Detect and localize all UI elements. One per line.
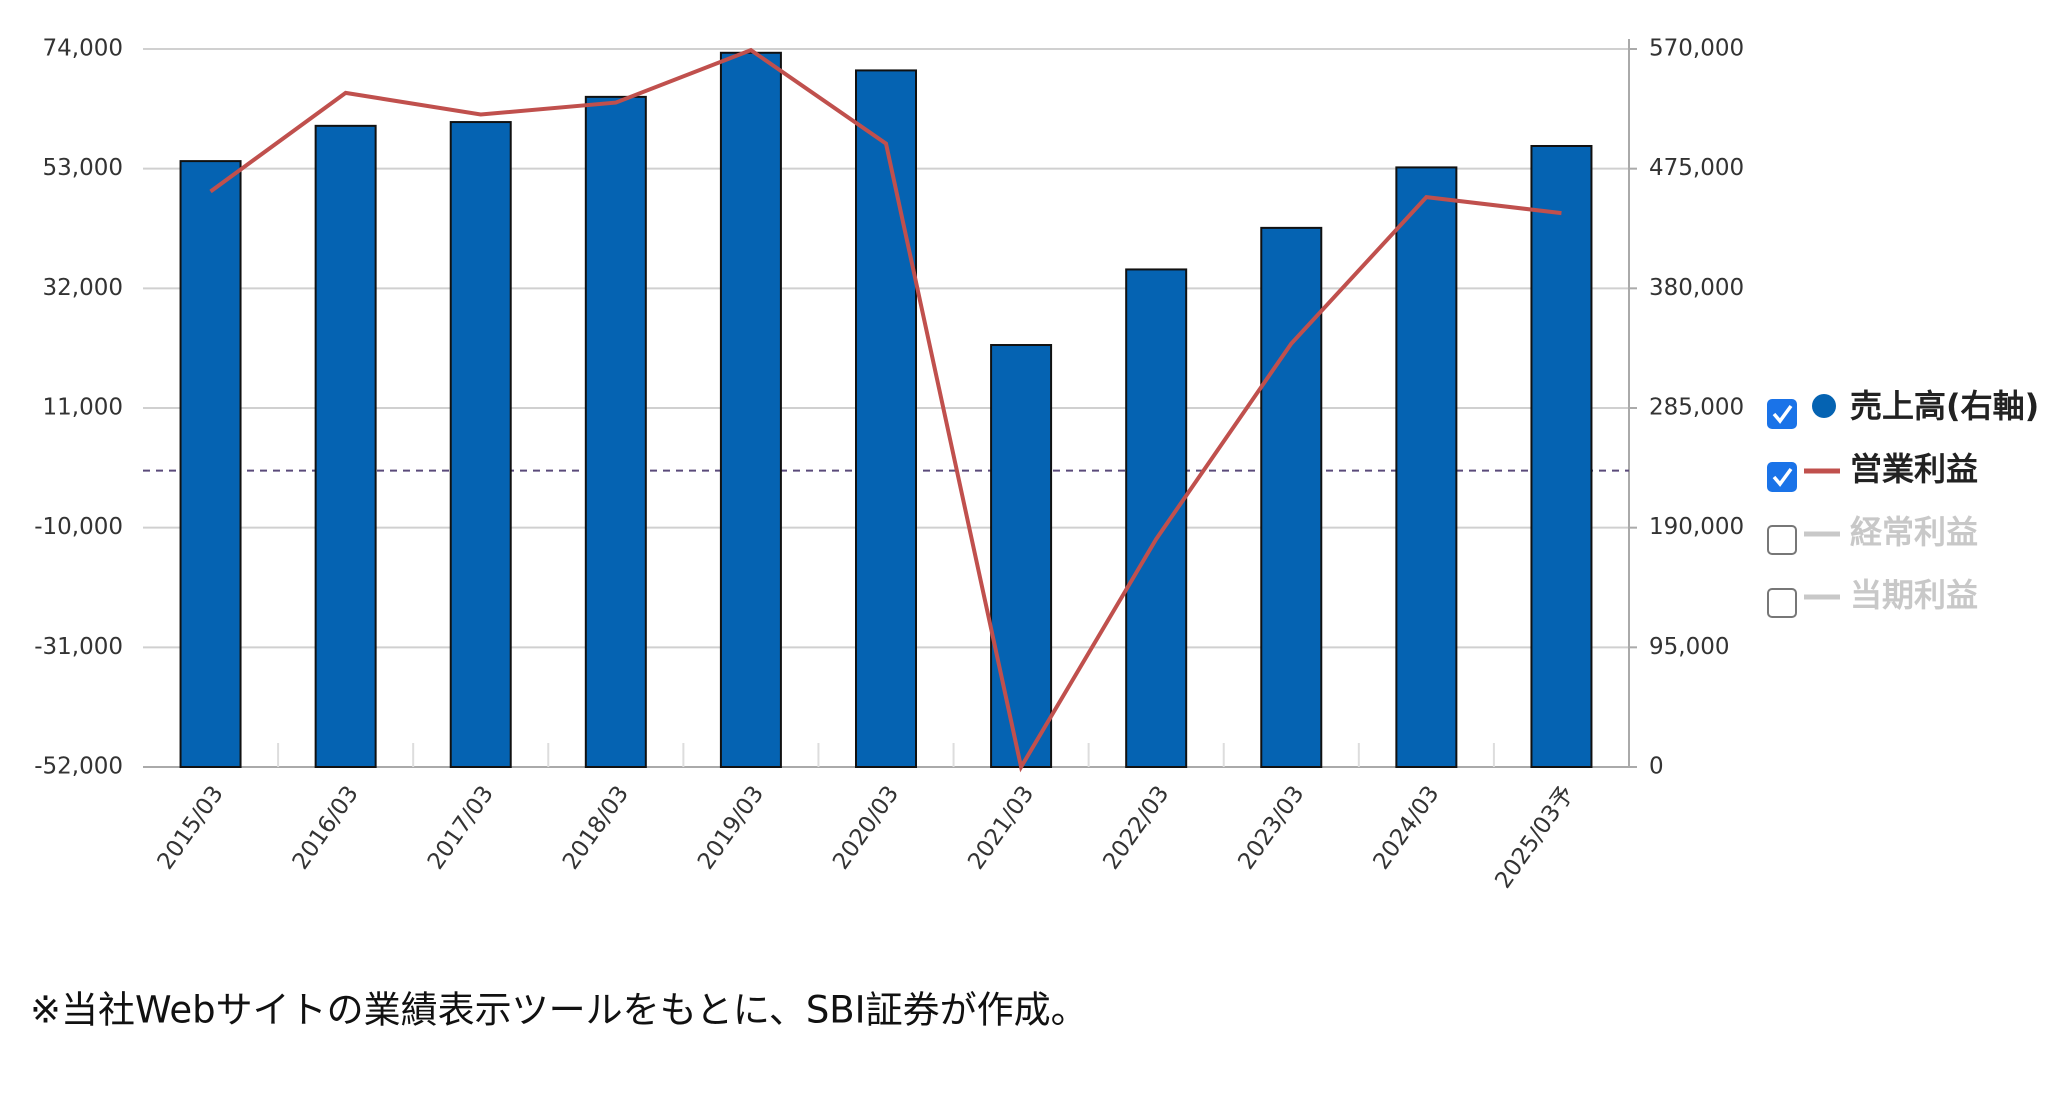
y2-tick-label: 190,000 (1649, 514, 1744, 540)
footnote: ※当社Webサイトの業績表示ツールをもとに、SBI証券が作成。 (30, 989, 1088, 1032)
x-tick-label: 2015/03 (153, 781, 229, 874)
legend-label: 当期利益 (1850, 576, 1978, 614)
x-tick-label: 2021/03 (963, 781, 1039, 874)
y-tick-label: -10,000 (34, 514, 123, 540)
x-tick-label: 2023/03 (1233, 781, 1309, 874)
legend-checkbox (1767, 462, 1797, 492)
bar (179, 160, 242, 768)
legend-checkbox (1767, 588, 1797, 618)
legend-checkbox (1767, 525, 1797, 555)
x-tick-label: 2022/03 (1098, 781, 1174, 874)
y2-tick-label: 570,000 (1649, 36, 1744, 62)
line (209, 47, 1562, 773)
y-tick-label: -52,000 (34, 754, 123, 780)
legend-check (1772, 404, 1793, 424)
y-tick-label: 32,000 (43, 275, 123, 301)
y-tick-label: -31,000 (34, 634, 123, 660)
bar (990, 344, 1053, 768)
y-tick-label: 74,000 (43, 36, 123, 62)
bar (1125, 268, 1188, 768)
x-tick-label: 2019/03 (693, 781, 769, 874)
legend-label: 経常利益 (1850, 513, 1978, 551)
bar (719, 51, 782, 769)
legend-item: 売上高(右軸) (1767, 387, 2039, 429)
legend-item: 営業利益 (1767, 450, 1978, 492)
bar (1260, 226, 1323, 768)
bar (449, 121, 512, 769)
x-tick-label: 2018/03 (558, 781, 634, 874)
x-tick-label: 2024/03 (1368, 781, 1444, 874)
y-tick-label: 53,000 (43, 155, 123, 181)
y-tick-label: 11,000 (43, 395, 123, 421)
bar (1395, 166, 1458, 768)
y2-tick-label: 475,000 (1649, 155, 1744, 181)
x-tick-label: 2025/03予 (1490, 781, 1579, 893)
y2-tick-label: 285,000 (1649, 395, 1744, 421)
bar (1530, 144, 1593, 768)
bar (855, 69, 917, 768)
y2-tick-label: 0 (1649, 754, 1664, 780)
legend-item: 当期利益 (1767, 576, 1978, 618)
legend-checkbox (1767, 399, 1797, 429)
x-tick-label: 2016/03 (288, 781, 364, 874)
x-tick-label: 2020/03 (828, 781, 904, 874)
bar (314, 124, 377, 768)
bar (584, 95, 647, 769)
legend-label: 売上高(右軸) (1850, 387, 2039, 425)
legend-item: 経常利益 (1767, 513, 1978, 555)
y2-tick-label: 380,000 (1649, 275, 1744, 301)
x-tick-label: 2017/03 (423, 781, 499, 874)
legend-swatch (1812, 394, 1836, 418)
y2-tick-label: 95,000 (1649, 634, 1729, 660)
legend-label: 営業利益 (1850, 450, 1978, 488)
legend-check (1772, 467, 1793, 487)
